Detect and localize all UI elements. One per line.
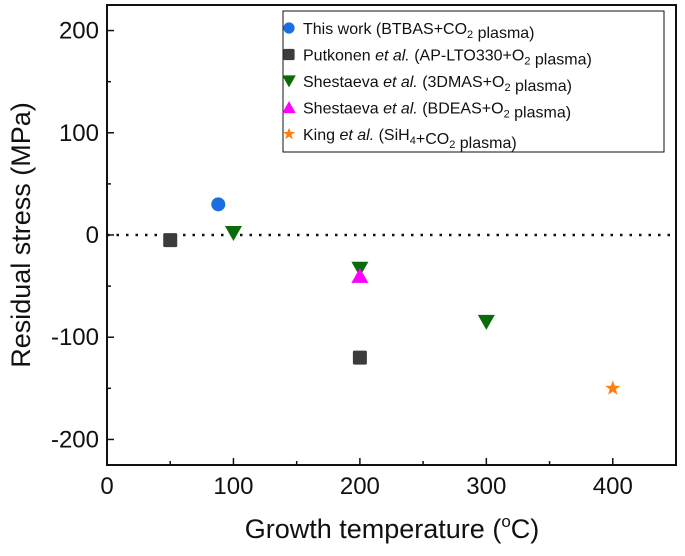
legend-marker bbox=[283, 22, 295, 34]
legend-entry: This work (BTBAS+CO2 plasma) bbox=[303, 21, 535, 42]
data-point bbox=[352, 350, 367, 365]
legend-marker bbox=[282, 127, 296, 140]
x-tick-label: 200 bbox=[340, 473, 380, 500]
y-tick-label: -200 bbox=[51, 426, 99, 453]
x-tick-label: 100 bbox=[213, 473, 253, 500]
legend-marker bbox=[282, 75, 296, 88]
y-tick-label: -100 bbox=[51, 324, 99, 351]
x-tick-label: 0 bbox=[100, 473, 113, 500]
legend: This work (BTBAS+CO2 plasma) Putkonen et … bbox=[282, 10, 665, 153]
series-circle bbox=[211, 197, 226, 212]
legend-marker bbox=[283, 48, 295, 61]
y-tick-label: 0 bbox=[86, 222, 99, 249]
legend-box bbox=[282, 10, 665, 153]
series-triangle-up bbox=[351, 267, 369, 283]
series-square bbox=[163, 233, 367, 365]
legend-marker bbox=[282, 101, 296, 114]
data-point bbox=[477, 314, 495, 330]
x-tick-label: 400 bbox=[593, 473, 633, 500]
y-tick-label: 100 bbox=[59, 120, 99, 147]
series-star bbox=[605, 380, 621, 395]
data-point bbox=[163, 233, 178, 248]
y-tick-label: 200 bbox=[59, 18, 99, 45]
data-point bbox=[605, 380, 621, 395]
legend-entry: Putkonen et al. (AP-LTO330+O2 plasma) bbox=[303, 48, 592, 69]
legend-entry: Shestaeva et al. (3DMAS+O2 plasma) bbox=[303, 74, 572, 95]
legend-entry: King et al. (SiH4+CO2 plasma) bbox=[303, 127, 517, 152]
x-axis-label: Growth temperature (oC) bbox=[245, 512, 540, 544]
legend-entry: Shestaeva et al. (BDEAS+O2 plasma) bbox=[303, 101, 571, 122]
y-axis-label: Residual stress (MPa) bbox=[6, 102, 36, 368]
x-tick-label: 300 bbox=[466, 473, 506, 500]
data-point bbox=[211, 197, 226, 212]
data-point bbox=[224, 225, 242, 241]
data-point bbox=[351, 267, 369, 283]
